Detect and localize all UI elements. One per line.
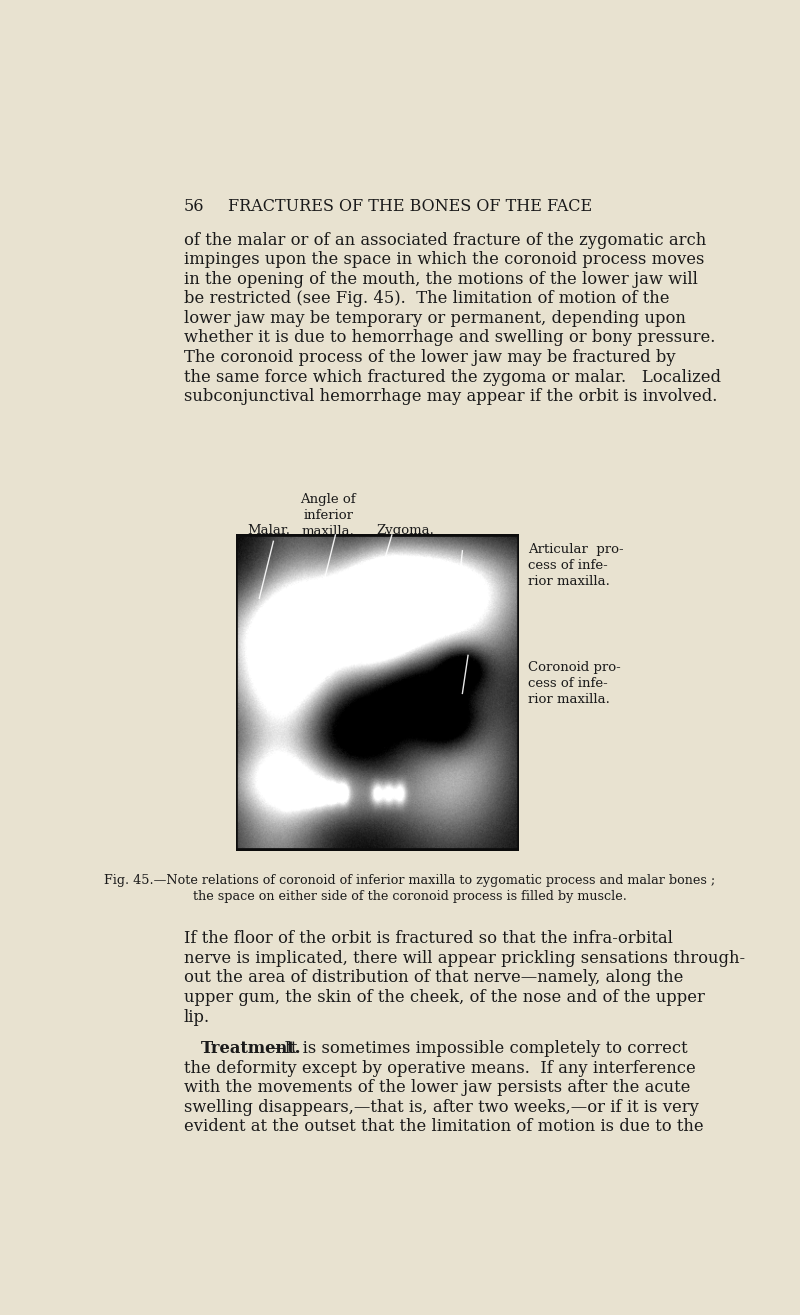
- Text: inferior: inferior: [303, 509, 353, 522]
- Text: the deformity except by operative means.  If any interference: the deformity except by operative means.…: [184, 1060, 695, 1077]
- Text: Articular  pro-: Articular pro-: [528, 543, 623, 555]
- Text: whether it is due to hemorrhage and swelling or bony pressure.: whether it is due to hemorrhage and swel…: [184, 330, 715, 346]
- Text: with the movements of the lower jaw persists after the acute: with the movements of the lower jaw pers…: [184, 1080, 690, 1097]
- Text: The coronoid process of the lower jaw may be fractured by: The coronoid process of the lower jaw ma…: [184, 348, 675, 366]
- Text: lip.: lip.: [184, 1009, 210, 1026]
- Text: out the area of distribution of that nerve—namely, along the: out the area of distribution of that ner…: [184, 969, 683, 986]
- Text: Treatment.: Treatment.: [201, 1040, 302, 1057]
- Text: Fig. 45.—Note relations of coronoid of inferior maxilla to zygomatic process and: Fig. 45.—Note relations of coronoid of i…: [105, 873, 715, 886]
- Text: rior maxilla.: rior maxilla.: [528, 693, 610, 706]
- Text: Angle of: Angle of: [300, 493, 356, 506]
- Text: upper gum, the skin of the cheek, of the nose and of the upper: upper gum, the skin of the cheek, of the…: [184, 989, 705, 1006]
- Text: 56: 56: [184, 199, 204, 216]
- Text: evident at the outset that the limitation of motion is due to the: evident at the outset that the limitatio…: [184, 1118, 703, 1135]
- Text: be restricted (see Fig. 45).  The limitation of motion of the: be restricted (see Fig. 45). The limitat…: [184, 291, 669, 308]
- Text: the space on either side of the coronoid process is filled by muscle.: the space on either side of the coronoid…: [193, 890, 627, 903]
- Text: of the malar or of an associated fracture of the zygomatic arch: of the malar or of an associated fractur…: [184, 231, 706, 249]
- Text: in the opening of the mouth, the motions of the lower jaw will: in the opening of the mouth, the motions…: [184, 271, 698, 288]
- Text: —It is sometimes impossible completely to correct: —It is sometimes impossible completely t…: [268, 1040, 688, 1057]
- Text: cess of infe-: cess of infe-: [528, 559, 607, 572]
- Text: subconjunctival hemorrhage may appear if the orbit is involved.: subconjunctival hemorrhage may appear if…: [184, 388, 717, 405]
- Text: Malar.: Malar.: [247, 523, 290, 537]
- Text: nerve is implicated, there will appear prickling sensations through-: nerve is implicated, there will appear p…: [184, 949, 745, 967]
- Text: lower jaw may be temporary or permanent, depending upon: lower jaw may be temporary or permanent,…: [184, 310, 686, 327]
- Text: the same force which fractured the zygoma or malar.   Localized: the same force which fractured the zygom…: [184, 368, 721, 385]
- Text: If the floor of the orbit is fractured so that the infra-orbital: If the floor of the orbit is fractured s…: [184, 931, 673, 947]
- Text: Coronoid pro-: Coronoid pro-: [528, 661, 621, 675]
- Text: maxilla.: maxilla.: [302, 525, 354, 538]
- Text: swelling disappears,—that is, after two weeks,—or if it is very: swelling disappears,—that is, after two …: [184, 1099, 698, 1116]
- Text: impinges upon the space in which the coronoid process moves: impinges upon the space in which the cor…: [184, 251, 704, 268]
- Text: FRACTURES OF THE BONES OF THE FACE: FRACTURES OF THE BONES OF THE FACE: [228, 199, 592, 216]
- Text: Zygoma.: Zygoma.: [377, 523, 434, 537]
- Text: rior maxilla.: rior maxilla.: [528, 575, 610, 588]
- Text: cess of infe-: cess of infe-: [528, 677, 607, 690]
